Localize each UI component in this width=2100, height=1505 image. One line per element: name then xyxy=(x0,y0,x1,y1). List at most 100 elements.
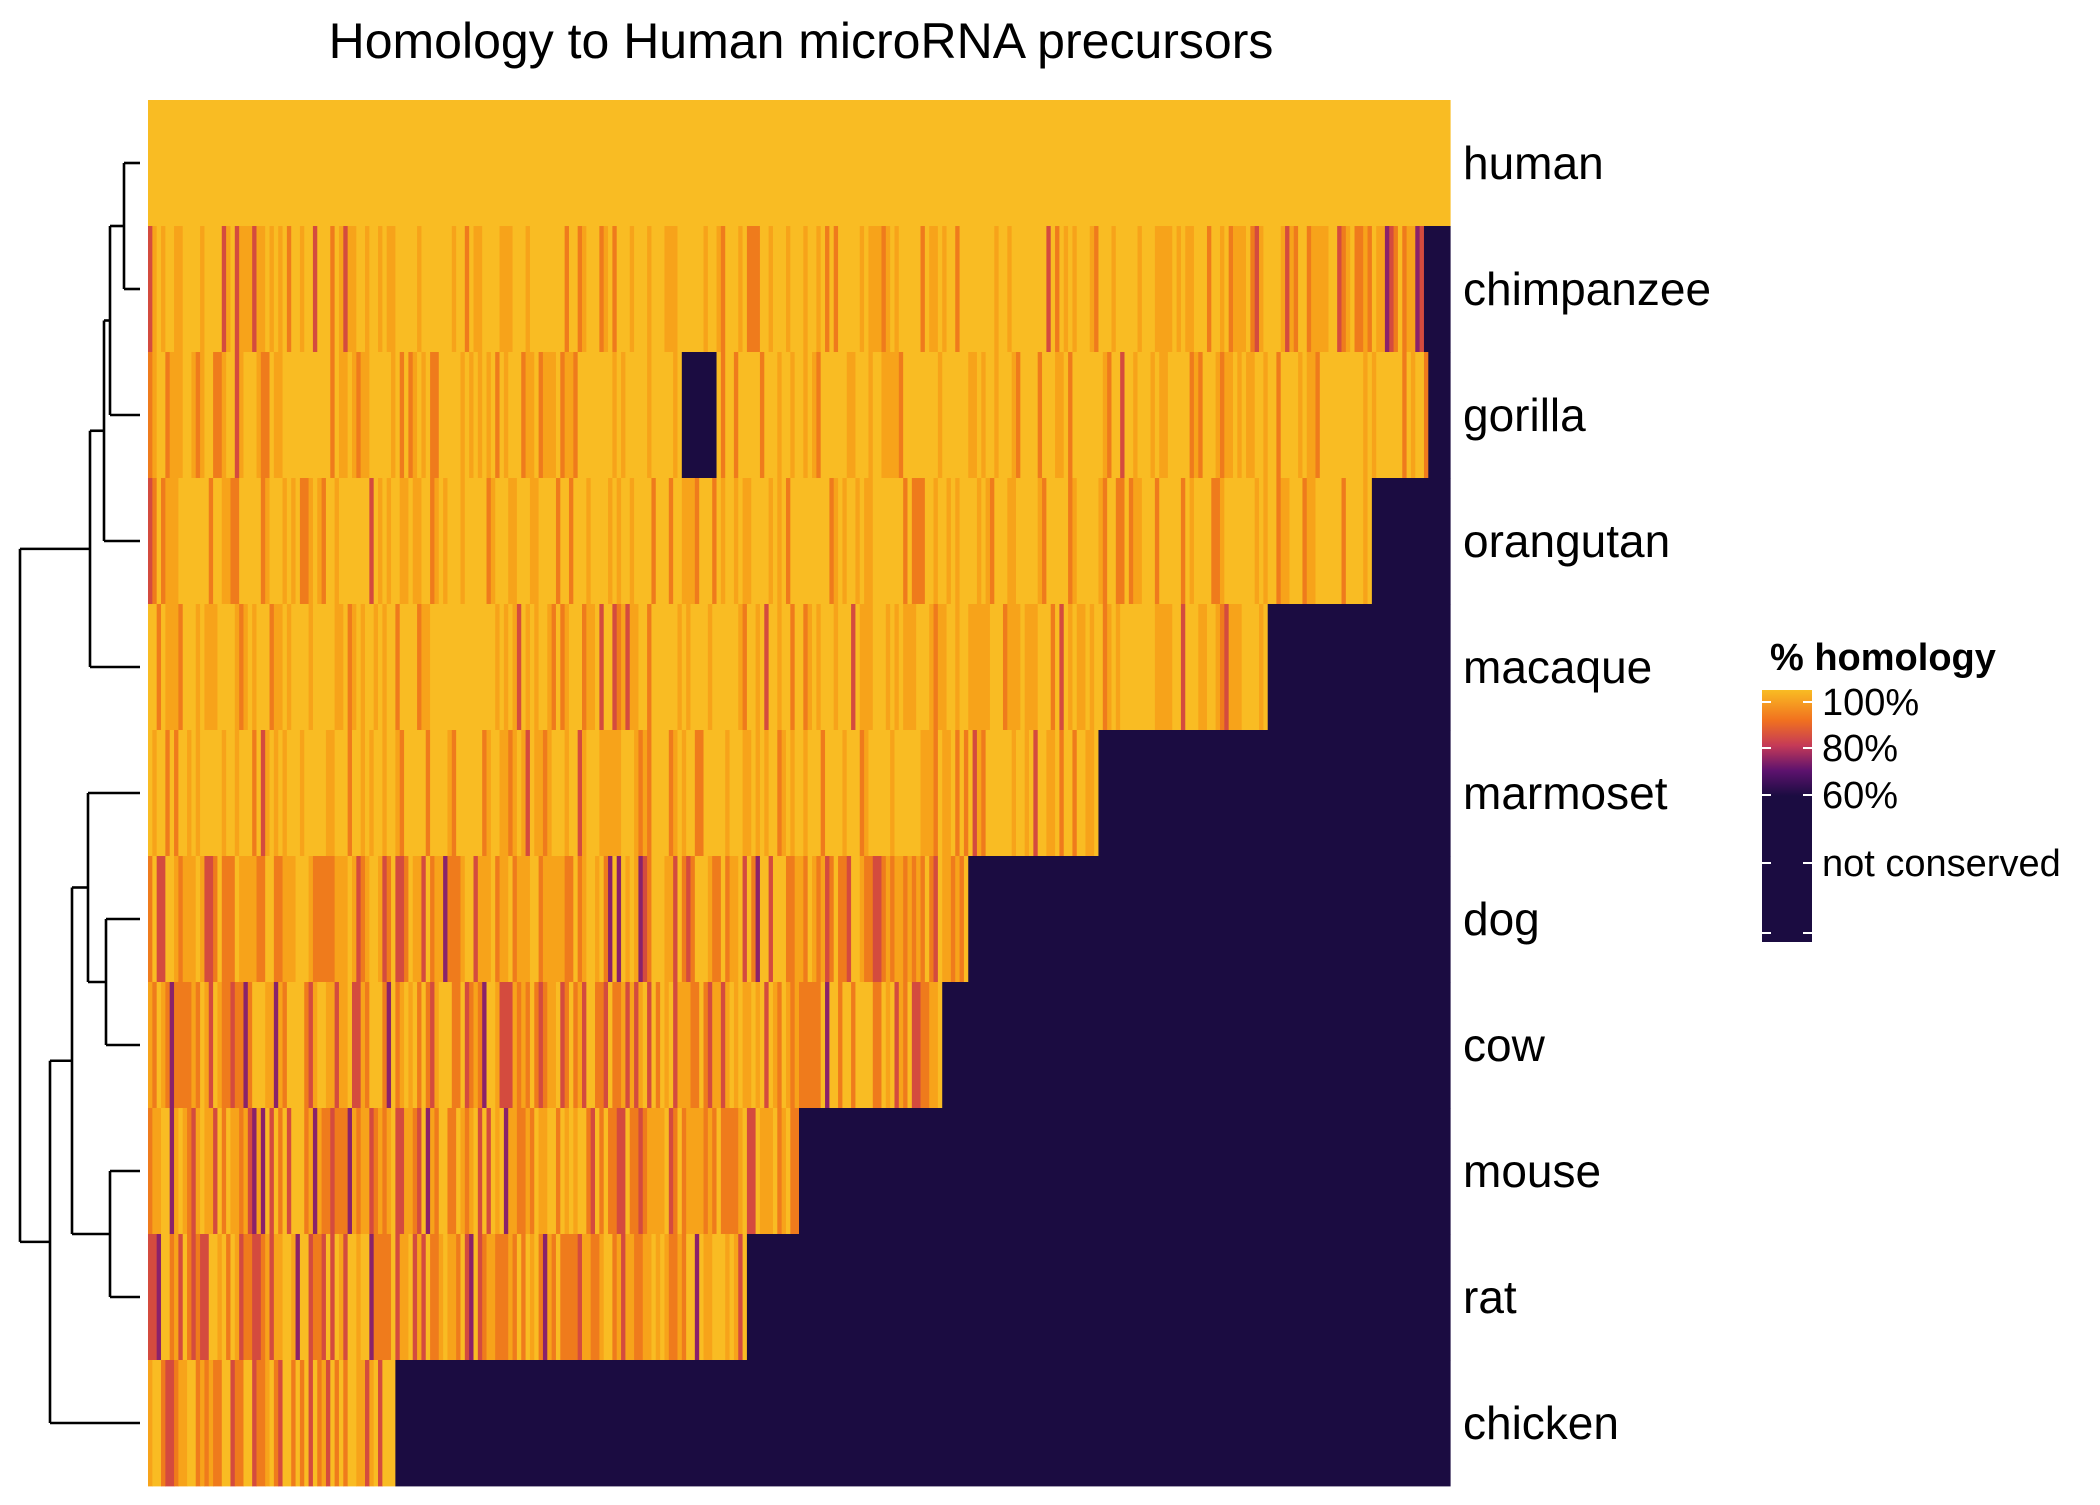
heatmap-cell xyxy=(408,856,414,983)
heatmap-cell xyxy=(1124,352,1134,479)
heatmap-cell xyxy=(924,856,930,983)
heatmap-cell xyxy=(707,1108,713,1235)
heatmap-cell xyxy=(629,226,635,353)
heatmap-cell xyxy=(950,730,956,857)
heatmap-cell xyxy=(1233,226,1247,353)
heatmap-cell xyxy=(434,856,444,983)
heatmap-cell xyxy=(703,226,709,353)
heatmap-cell xyxy=(516,856,531,983)
heatmap-cell xyxy=(799,1108,1451,1235)
heatmap-cell xyxy=(1037,352,1043,479)
heatmap-cell xyxy=(838,982,843,1109)
heatmap-cell xyxy=(525,1108,531,1235)
heatmap-cell xyxy=(937,352,943,479)
heatmap-cell xyxy=(681,1234,687,1361)
heatmap-cell xyxy=(304,1108,310,1235)
heatmap-cell xyxy=(304,226,314,353)
heatmap-cell xyxy=(182,1234,188,1361)
heatmap-cell xyxy=(1154,226,1173,353)
heatmap-cell xyxy=(234,730,240,857)
heatmap-cell xyxy=(312,856,336,983)
heatmap-cell xyxy=(265,1360,271,1487)
heatmap-cell xyxy=(1345,226,1351,353)
heatmap-cell xyxy=(1241,352,1247,479)
heatmap-cell xyxy=(252,982,266,1109)
heatmap-cell xyxy=(382,226,388,353)
heatmap-cell xyxy=(586,982,596,1109)
heatmap-cell xyxy=(243,1360,253,1487)
heatmap-cell xyxy=(365,1360,370,1487)
heatmap-cell xyxy=(252,1108,258,1235)
heatmap-cell xyxy=(1076,604,1087,731)
heatmap-cell xyxy=(195,1108,201,1235)
heatmap-cell xyxy=(291,226,301,353)
heatmap-cell xyxy=(1306,226,1312,353)
heatmap-cell xyxy=(529,856,540,983)
heatmap-cell xyxy=(777,352,783,479)
heatmap-cell xyxy=(1024,604,1039,731)
heatmap-cell xyxy=(286,730,301,857)
heatmap-cell xyxy=(768,604,778,731)
heatmap-cell xyxy=(417,1108,423,1235)
heatmap-cell xyxy=(239,226,253,353)
heatmap-cell xyxy=(712,856,722,983)
heatmap-cell xyxy=(490,1108,496,1235)
heatmap-cell xyxy=(299,1234,310,1361)
heatmap-cell xyxy=(1415,352,1425,479)
heatmap-cell xyxy=(916,856,922,983)
heatmap-cell xyxy=(404,730,427,857)
heatmap-cell xyxy=(573,1108,579,1235)
heatmap-cell xyxy=(547,730,553,857)
heatmap-cell xyxy=(742,856,748,983)
heatmap-cell xyxy=(976,478,982,605)
heatmap-cell xyxy=(568,1108,574,1235)
heatmap-cell xyxy=(582,856,587,983)
heatmap-cell xyxy=(516,730,522,857)
heatmap-cell xyxy=(608,478,613,605)
heatmap-cell xyxy=(937,604,948,731)
heatmap-cell xyxy=(673,1108,679,1235)
heatmap-cell xyxy=(668,730,674,857)
heatmap-cell xyxy=(1154,478,1160,605)
heatmap-cell xyxy=(616,856,622,983)
heatmap-cell xyxy=(790,730,796,857)
heatmap-cell xyxy=(608,856,613,983)
heatmap-cell xyxy=(386,982,392,1109)
heatmap-cell xyxy=(768,226,774,353)
row-labels: human chimpanzee gorilla orangutan macaque ma… xyxy=(1463,137,1711,1449)
row-label-mouse: mouse xyxy=(1463,1145,1601,1197)
heatmap-cell xyxy=(638,982,644,1109)
heatmap-cell xyxy=(438,1234,444,1361)
heatmap-cell xyxy=(1107,478,1117,605)
heatmap-cell xyxy=(269,604,275,731)
heatmap-cell xyxy=(864,730,870,857)
heatmap-cell xyxy=(386,856,392,983)
heatmap-cell xyxy=(768,730,778,857)
heatmap-cell xyxy=(694,478,700,605)
heatmap-cell xyxy=(942,352,969,479)
heatmap-cell xyxy=(577,352,613,479)
heatmap-cell xyxy=(213,352,223,479)
heatmap-cell xyxy=(343,604,349,731)
heatmap-cell xyxy=(746,1234,1451,1361)
heatmap-cell xyxy=(382,1108,388,1235)
heatmap-cell xyxy=(608,982,613,1109)
heatmap-cell xyxy=(712,604,739,731)
heatmap-cell xyxy=(421,604,431,731)
heatmap-cell xyxy=(204,226,223,353)
heatmap-cell xyxy=(252,730,258,857)
heatmap-cell xyxy=(616,1234,622,1361)
heatmap-cell xyxy=(1042,478,1047,605)
heatmap-cell xyxy=(738,226,744,353)
heatmap-cell xyxy=(638,1108,644,1235)
heatmap-cell xyxy=(1059,604,1065,731)
heatmap-cell xyxy=(308,604,314,731)
heatmap-cell xyxy=(616,604,622,731)
heatmap-cell xyxy=(304,1360,310,1487)
heatmap-cell xyxy=(542,352,557,479)
heatmap-cell xyxy=(312,604,336,731)
heatmap-cell xyxy=(790,982,796,1109)
heatmap-cell xyxy=(425,982,431,1109)
heatmap-cell xyxy=(881,856,887,983)
heatmap-cell xyxy=(1423,352,1429,479)
